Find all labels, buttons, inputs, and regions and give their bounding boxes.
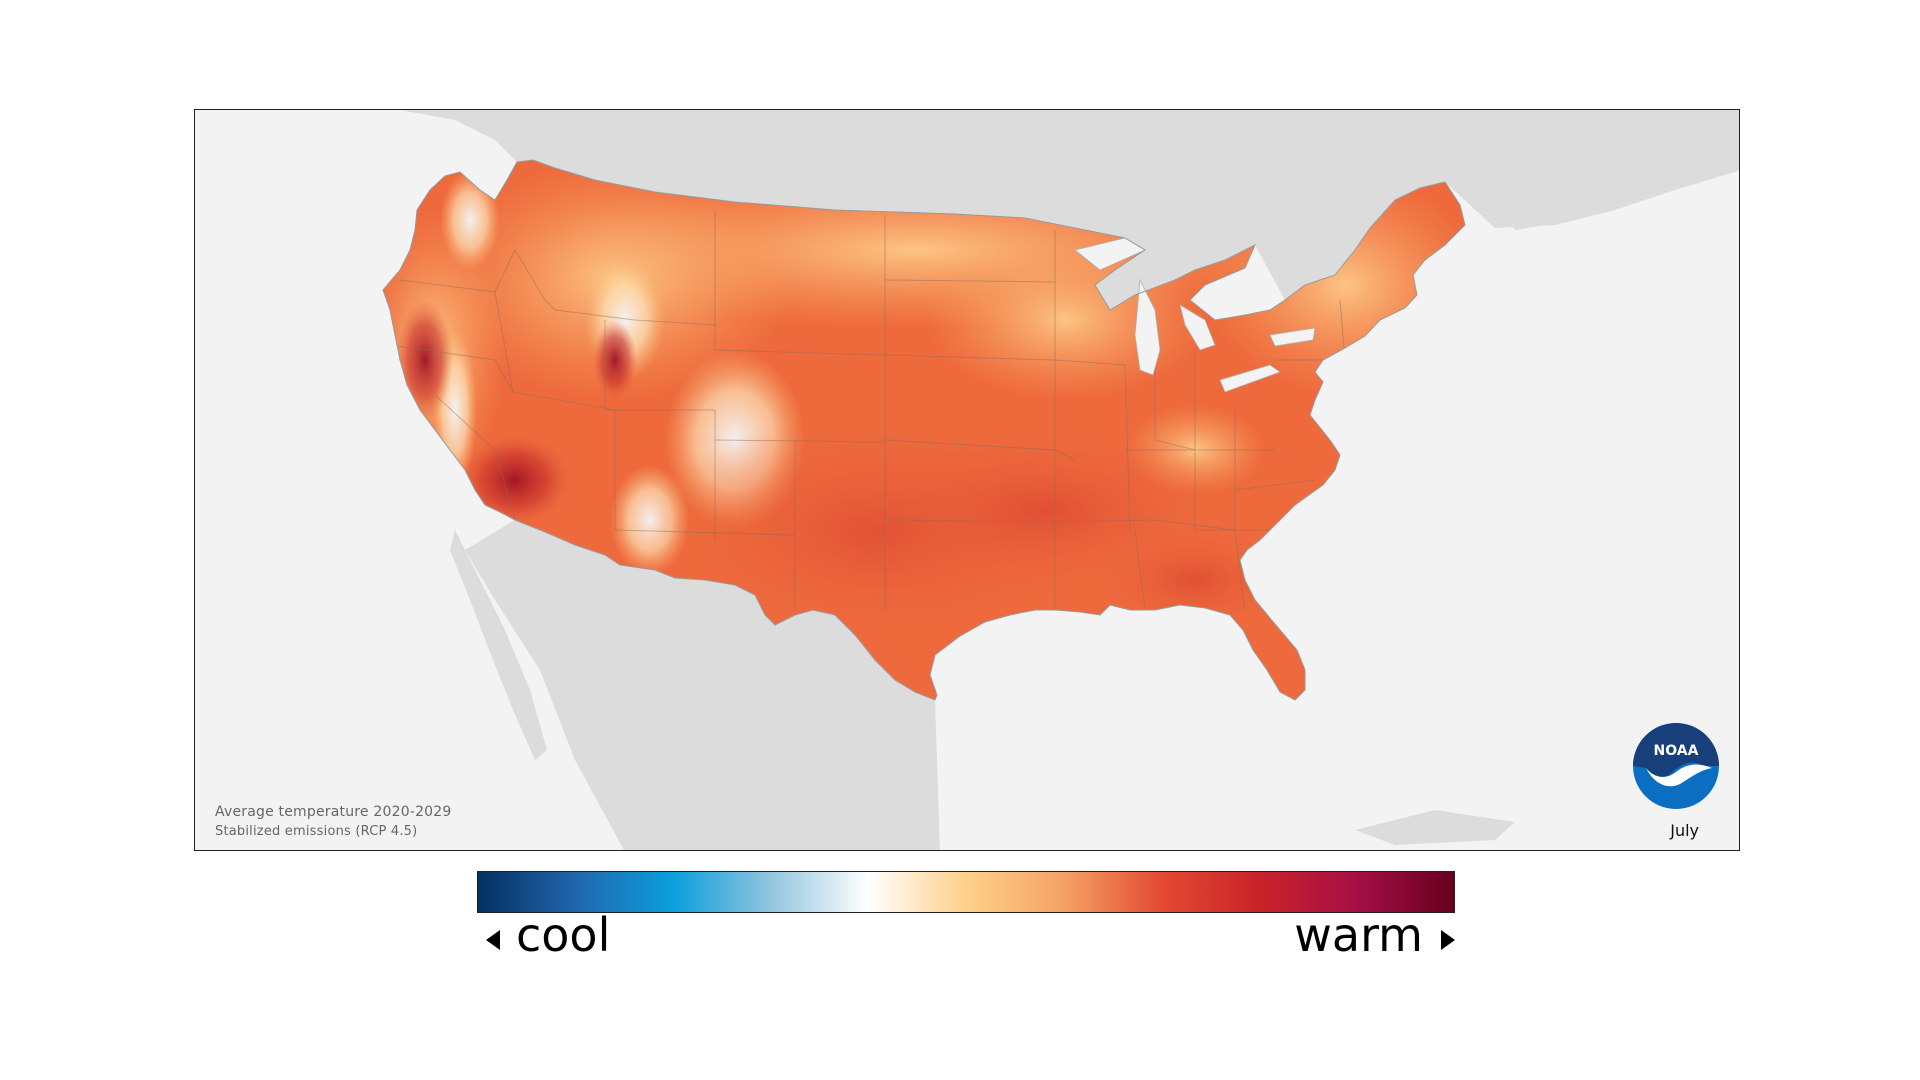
color-scale-bar <box>477 871 1455 913</box>
noaa-logo-text: NOAA <box>1654 743 1699 759</box>
month-label: July <box>1670 821 1699 840</box>
cuba-landmass <box>1355 810 1515 845</box>
great-lakes <box>1074 237 1316 393</box>
legend-cool: cool <box>486 912 610 958</box>
state-borders <box>389 210 1346 611</box>
temperature-map: Average temperature 2020-2029 Stabilized… <box>194 109 1740 851</box>
maritime-landmass <box>1485 150 1645 230</box>
left-arrow-icon <box>486 930 500 950</box>
noaa-logo: NOAA <box>1633 723 1719 809</box>
legend-warm: warm <box>1294 912 1455 958</box>
legend-cool-label: cool <box>516 908 611 962</box>
baja-california <box>450 530 547 760</box>
map-caption-scenario: Stabilized emissions (RCP 4.5) <box>215 824 418 839</box>
right-arrow-icon <box>1441 930 1455 950</box>
canada-landmass <box>400 110 1739 310</box>
mexico-landmass <box>465 520 940 850</box>
us-map-graphic <box>382 110 1739 850</box>
map-caption-title: Average temperature 2020-2029 <box>215 804 452 820</box>
legend-warm-label: warm <box>1294 908 1423 962</box>
